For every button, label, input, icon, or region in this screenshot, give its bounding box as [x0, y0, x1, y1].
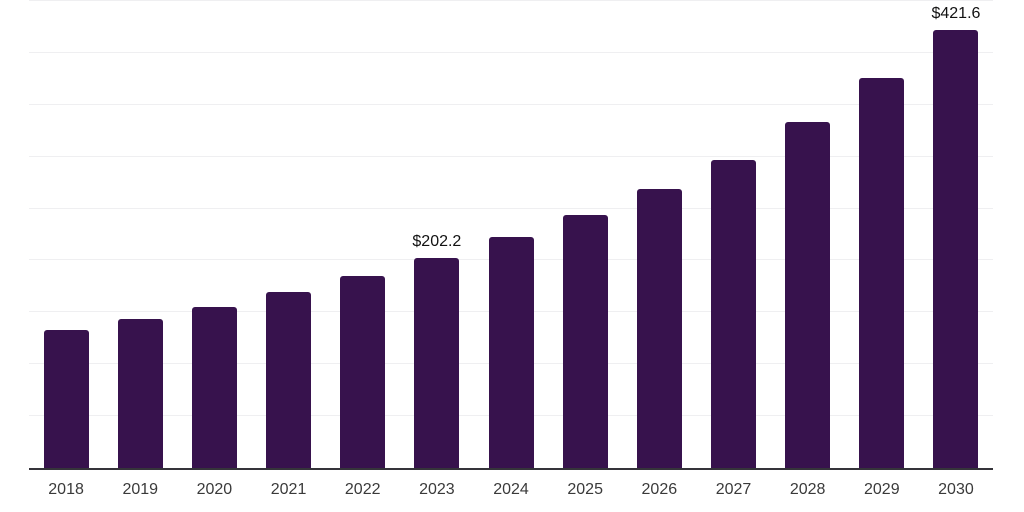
x-tick-label-2024: 2024: [493, 481, 529, 498]
bar-slot: $202.2: [400, 1, 474, 468]
bar-2023: $202.2: [412, 233, 461, 468]
bar-slot: [845, 1, 919, 468]
bar-2030: $421.6: [931, 5, 980, 468]
bars-container: $202.2 $421.6: [29, 1, 993, 468]
gridline: [29, 103, 993, 105]
bar-value-label-2023: $202.2: [412, 233, 462, 251]
x-tick-label-2020: 2020: [196, 481, 233, 498]
x-tick-label-2029: 2029: [864, 481, 900, 498]
bar-value-label-2030: $421.6: [931, 5, 981, 23]
bar-2026: [636, 188, 682, 468]
x-tick-label-2018: 2018: [48, 481, 84, 498]
x-tick-label-2021: 2021: [270, 481, 307, 498]
bar-2021: [266, 291, 312, 468]
bar-2027: [710, 159, 756, 468]
x-tick-label-2022: 2022: [344, 481, 381, 498]
bar-slot: [251, 1, 325, 468]
bar-slot: [29, 1, 103, 468]
x-tick-label-2025: 2025: [567, 481, 603, 498]
plot-area: $202.2 $421.6: [29, 0, 993, 470]
x-tick-label-2019: 2019: [122, 481, 159, 498]
gridline: [29, 51, 993, 53]
bar-slot: [622, 1, 696, 468]
bar-2024: [488, 237, 534, 468]
bar-slot: $421.6: [919, 1, 993, 468]
x-axis-labels: 2018 2019 2020 2021 2022 2023 2024 2025 2026 2027…: [29, 472, 993, 512]
bar-2020: [191, 306, 237, 468]
bar-slot: [177, 1, 251, 468]
x-tick-label-2028: 2028: [789, 481, 826, 498]
bar-slot: [696, 1, 770, 468]
bar-2019: [117, 318, 163, 468]
bar-slot: [771, 1, 845, 468]
bar-2029: [859, 78, 905, 468]
bar-2025: [562, 214, 608, 468]
bar-2018: [43, 329, 89, 468]
gridline: [29, 0, 993, 1]
gridline: [29, 155, 993, 157]
x-tick-label-2026: 2026: [641, 481, 678, 498]
bar-slot: [326, 1, 400, 468]
gridline: [29, 207, 993, 209]
bar-2028: [785, 121, 831, 468]
bar-slot: [474, 1, 548, 468]
bar-slot: [103, 1, 177, 468]
bar-2022: [340, 276, 386, 468]
x-tick-label-2023: 2023: [419, 481, 455, 498]
bar-slot: [548, 1, 622, 468]
x-tick-label-2027: 2027: [715, 481, 752, 498]
x-tick-label-2030: 2030: [938, 481, 974, 498]
